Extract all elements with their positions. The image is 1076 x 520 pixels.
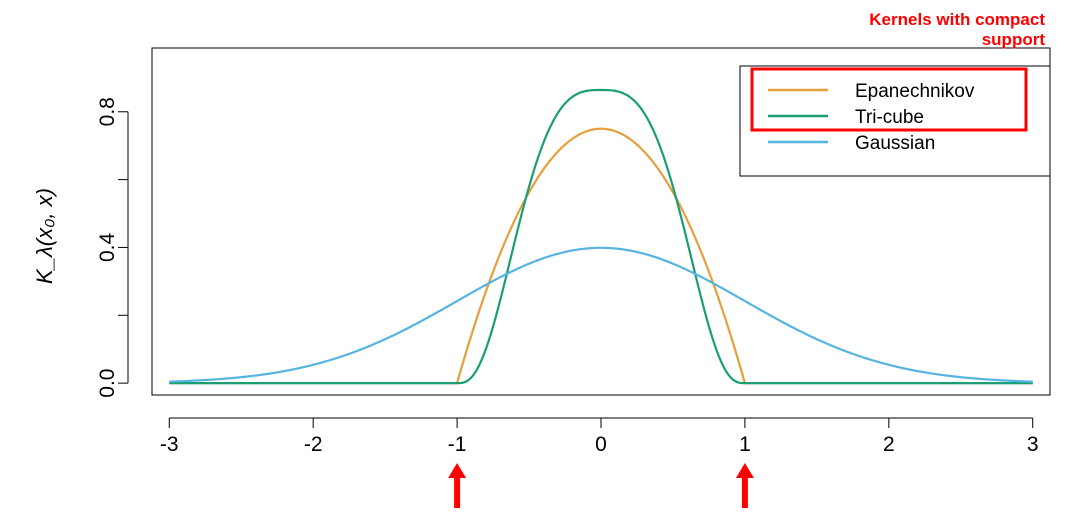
y-tick-label: 0.0 [96,369,119,398]
annotation-arrows [448,463,754,508]
x-tick-label: -3 [160,433,179,456]
legend-label: Gaussian [855,133,935,154]
red-arrow-head [448,463,467,478]
plot-frame [151,47,1051,396]
red-arrow-shaft [741,477,748,508]
legend-label: Epanechnikov [855,81,975,102]
series-line-gaussian [169,246,1033,383]
compact-support-annotation: Kernels with compact support [869,10,1045,49]
series-layer [169,88,1033,385]
legend-label: Tri-cube [855,107,924,128]
legend-box [739,65,1051,177]
x-tick-label: 1 [739,433,751,456]
series-line-tri-cube [169,88,1033,385]
red-arrow-shaft [454,477,461,508]
x-tick-label: -1 [448,433,467,456]
y-tick-label: 0.4 [96,233,119,263]
axes: -3 -2 -1 0 1 2 3 0.0 0.4 0.8 [96,97,1039,456]
x-tick-label: 3 [1027,433,1039,456]
x-tick-label: 0 [595,433,607,456]
legend-highlight-box [750,67,1028,132]
y-tick-label: 0.8 [96,97,119,126]
x-tick-label: 2 [883,433,895,456]
legend: Epanechnikov Tri-cube Gaussian [739,65,1051,177]
x-tick-label: -2 [304,433,323,456]
y-axis-label: K_λ(x₀, x) [32,188,57,284]
red-arrow-head [735,463,754,478]
plot-area [151,47,1051,396]
